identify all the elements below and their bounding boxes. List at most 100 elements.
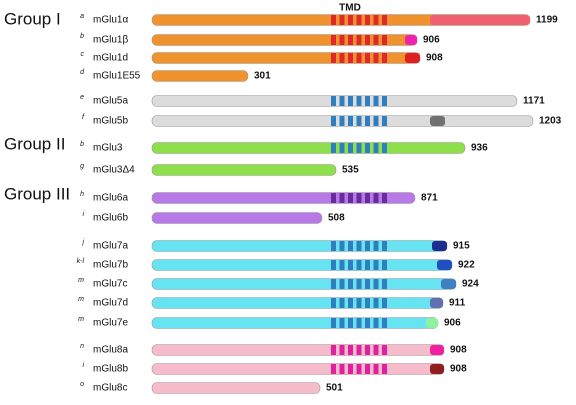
tmd-segment xyxy=(365,116,370,126)
c-tail xyxy=(405,35,417,45)
tmd-segment xyxy=(339,241,345,251)
superscript: d xyxy=(80,69,85,76)
tmd-segment xyxy=(331,193,336,203)
receptor-name: mGlu3 xyxy=(93,143,123,154)
tmd-segment xyxy=(373,298,379,308)
receptor-name: mGlu6b xyxy=(93,213,128,224)
tmd-segment xyxy=(373,279,379,289)
receptor-name: mGlu5b xyxy=(93,116,128,127)
receptor-name: mGlu5a xyxy=(93,96,128,107)
tmd-segment xyxy=(382,143,387,153)
length-label: 936 xyxy=(471,143,488,154)
superscript: m xyxy=(78,296,84,303)
tmd-segment xyxy=(382,15,387,25)
tmd-segment xyxy=(339,298,345,308)
length-label: 906 xyxy=(444,318,461,329)
receptor-name: mGlu7a xyxy=(93,241,128,252)
receptor-name: mGlu6a xyxy=(93,193,128,204)
superscript: h xyxy=(80,191,84,198)
group-label: Group III xyxy=(4,184,70,203)
tmd-segment xyxy=(365,143,370,153)
superscript: g xyxy=(80,163,84,170)
receptor-name: mGlu1α xyxy=(93,15,128,26)
receptor-bar xyxy=(151,278,457,290)
receptor-name: mGlu8b xyxy=(93,364,128,375)
tmd-segment xyxy=(331,345,336,355)
tmd-segment xyxy=(373,53,379,63)
tmd-segment xyxy=(382,318,387,328)
tmd-segment xyxy=(356,298,362,308)
length-label: 535 xyxy=(342,165,359,176)
receptor-name: mGlu3Δ4 xyxy=(93,165,135,176)
superscript: i xyxy=(82,362,84,369)
tmd-segment xyxy=(373,15,379,25)
receptor-name: mGlu8a xyxy=(93,345,128,356)
length-label: 301 xyxy=(254,71,271,82)
tmd-segment xyxy=(382,364,387,374)
superscript: b xyxy=(80,141,84,148)
superscript: c xyxy=(81,51,85,58)
tmd-segment xyxy=(365,318,370,328)
length-label: 908 xyxy=(450,364,467,375)
superscript: b xyxy=(80,33,84,40)
tmd-segment xyxy=(339,193,345,203)
length-label: 1171 xyxy=(523,96,545,107)
tmd-segment xyxy=(331,298,336,308)
superscript: f xyxy=(82,114,85,121)
tmd-segment xyxy=(382,241,387,251)
superscript: n xyxy=(80,343,84,350)
tmd-segment xyxy=(356,193,362,203)
superscript: k-l xyxy=(77,258,85,265)
group-label: Group II xyxy=(4,134,65,153)
tmd-segment xyxy=(365,241,370,251)
tmd-segment xyxy=(382,96,387,106)
tmd-segment xyxy=(339,143,345,153)
tmd-label: TMD xyxy=(339,3,361,14)
tmd-segment xyxy=(331,35,336,45)
c-tail xyxy=(430,15,530,25)
tmd-segment xyxy=(356,15,362,25)
tmd-segment xyxy=(382,53,387,63)
receptor-name: mGlu1E55 xyxy=(93,71,141,82)
tmd-segment xyxy=(339,318,345,328)
c-tail xyxy=(430,298,443,308)
superscript: j xyxy=(81,239,84,246)
tmd-segment xyxy=(348,193,353,203)
tmd-segment xyxy=(382,345,387,355)
tmd-segment xyxy=(339,35,345,45)
receptor-bar xyxy=(151,142,466,154)
group-label: Group I xyxy=(4,9,61,28)
tmd-segment xyxy=(373,260,379,270)
tmd-segment xyxy=(348,35,353,45)
length-label: 906 xyxy=(423,35,440,46)
receptor-name: mGlu7d xyxy=(93,298,128,309)
tmd-segment xyxy=(348,364,353,374)
receptor-bar xyxy=(151,259,453,271)
tmd-segment xyxy=(356,279,362,289)
tmd-segment xyxy=(348,318,353,328)
receptor-name: mGlu8c xyxy=(93,383,127,394)
tmd-segment xyxy=(348,96,353,106)
length-label: 915 xyxy=(453,241,470,252)
tmd-segment xyxy=(373,364,379,374)
tmd-segment xyxy=(382,279,387,289)
tmd-segment xyxy=(373,345,379,355)
length-label: 922 xyxy=(458,260,475,271)
receptor-bar xyxy=(151,344,445,356)
tmd-segment xyxy=(348,279,353,289)
tmd-segment xyxy=(331,116,336,126)
tmd-segment xyxy=(331,96,336,106)
tmd-segment xyxy=(348,241,353,251)
superscript: i xyxy=(82,211,84,218)
length-label: 508 xyxy=(328,213,345,224)
receptor-name: mGlu7b xyxy=(93,260,128,271)
tmd-segment xyxy=(356,364,362,374)
c-tail xyxy=(430,345,444,355)
c-tail xyxy=(405,53,420,63)
c-tail xyxy=(430,116,445,126)
tmd-segment xyxy=(348,260,353,270)
receptor-bar xyxy=(151,240,448,252)
tmd-segment xyxy=(373,193,379,203)
receptor-bar xyxy=(151,70,249,82)
